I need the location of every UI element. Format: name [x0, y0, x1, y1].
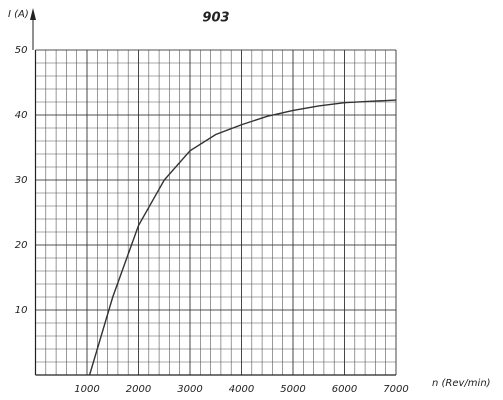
y-axis-label: I (A)	[8, 9, 29, 20]
y-tick-label: 20	[15, 240, 28, 251]
x-tick-label: 6000	[332, 384, 357, 395]
y-tick-label: 50	[15, 45, 28, 56]
x-tick-label: 2000	[126, 384, 151, 395]
x-tick-label: 5000	[280, 384, 305, 395]
y-tick-label: 40	[15, 110, 28, 121]
x-tick-label: 1000	[74, 384, 99, 395]
x-tick-label: 3000	[177, 384, 202, 395]
data-line	[88, 99, 397, 376]
y-tick-label: 10	[15, 305, 28, 316]
chart-title: 903	[202, 11, 229, 26]
x-tick-label: 4000	[229, 384, 254, 395]
x-tick-label: 7000	[383, 384, 408, 395]
y-tick-label: 30	[15, 175, 28, 186]
x-axis-label: n (Rev/min)	[432, 378, 491, 389]
